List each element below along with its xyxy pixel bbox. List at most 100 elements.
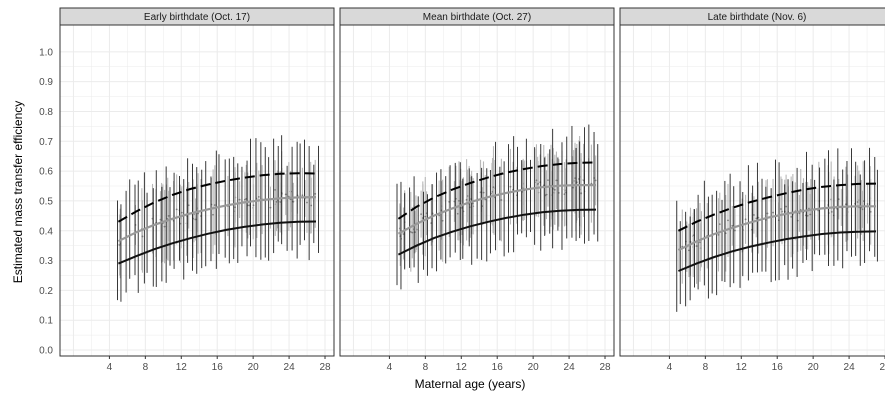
x-tick-label: 8	[143, 362, 149, 373]
estimate-point	[243, 198, 246, 201]
estimate-point	[699, 241, 701, 244]
chart-panels: Early birthdate (Oct. 17)4 8 12 16 20 24 28Mea…	[59, 7, 885, 373]
x-tick-label: 8	[423, 362, 429, 373]
estimate-point	[310, 204, 313, 207]
estimate-point	[269, 206, 272, 209]
x-tick-label: 28	[599, 362, 611, 373]
estimate-point	[194, 218, 197, 221]
estimate-point	[718, 223, 721, 226]
estimate-point	[163, 225, 166, 228]
estimate-point	[717, 233, 720, 236]
y-tick-label: 0.8	[39, 107, 53, 118]
y-tick-label: 0.7	[39, 137, 53, 148]
x-axis-title: Maternal age (years)	[415, 377, 526, 391]
estimate-point	[465, 198, 468, 201]
facet-panel: Mean birthdate (Oct. 27) 4 8 12 16 20 24 28	[339, 7, 615, 373]
estimate-point	[734, 229, 736, 232]
y-tick-label: 0.4	[39, 226, 53, 237]
estimate-point	[809, 213, 812, 216]
estimate-point	[753, 214, 755, 216]
estimate-point	[861, 208, 864, 211]
x-tick-label: 4	[107, 362, 113, 373]
estimate-point	[766, 212, 769, 215]
estimate-point	[509, 185, 512, 188]
x-tick-label: 20	[528, 362, 540, 373]
estimate-point	[731, 224, 734, 227]
y-tick-label: 0.6	[39, 167, 53, 178]
estimate-point	[257, 195, 260, 198]
estimate-point	[755, 217, 758, 220]
estimate-point	[159, 218, 162, 221]
x-tick-label: 24	[284, 362, 296, 373]
y-tick-label: 1.0	[39, 47, 53, 58]
facet-title: Late birthdate (Nov. 6)	[708, 12, 807, 23]
estimate-point	[772, 211, 774, 214]
x-tick-label: 4	[387, 362, 393, 373]
estimate-point	[306, 201, 308, 204]
y-tick-label: 0.5	[39, 196, 53, 207]
solid-curve	[678, 230, 877, 272]
estimate-point	[594, 179, 597, 182]
estimate-point	[118, 244, 121, 246]
estimate-point	[252, 204, 255, 207]
facet-panel: Early birthdate (Oct. 17) 4 8 12 16 20 24 28	[59, 7, 335, 373]
y-axis-title: Estimated mass transfer efficiency	[11, 101, 25, 284]
estimate-point	[785, 205, 788, 208]
estimate-point	[438, 214, 441, 217]
estimate-point	[537, 182, 539, 185]
prediction-intervals	[117, 135, 319, 302]
x-tick-label: 16	[212, 362, 224, 373]
estimate-point	[248, 204, 251, 207]
estimate-point	[456, 212, 459, 215]
estimate-point	[808, 207, 810, 210]
estimate-point	[790, 215, 793, 218]
estimate-point	[545, 193, 548, 196]
estimate-point	[180, 211, 183, 214]
facet-title: Mean birthdate (Oct. 27)	[423, 12, 531, 23]
gray-curve	[677, 205, 876, 252]
estimate-point	[757, 216, 760, 219]
estimate-point	[460, 206, 463, 209]
estimate-point	[292, 200, 295, 203]
dashed-curve	[397, 161, 597, 220]
estimate-point	[279, 201, 282, 203]
y-tick-label: 0.2	[39, 286, 53, 297]
estimate-point	[844, 203, 847, 206]
estimate-point	[234, 206, 236, 209]
estimate-point	[314, 192, 317, 195]
estimate-point	[557, 191, 560, 194]
estimate-point	[175, 208, 178, 211]
estimate-point	[866, 203, 869, 205]
estimate-point	[424, 215, 427, 218]
x-tick-label: 28	[879, 362, 885, 373]
estimate-point	[301, 194, 304, 197]
gray-curve	[397, 184, 596, 235]
estimate-point	[798, 212, 801, 215]
estimate-point	[695, 245, 698, 247]
estimate-point	[187, 204, 190, 207]
estimate-point	[409, 230, 412, 233]
estimate-point	[580, 192, 583, 194]
dashed-curve	[117, 172, 317, 223]
estimate-point	[542, 184, 545, 187]
x-tick-label: 12	[176, 362, 188, 373]
estimate-point	[780, 208, 782, 210]
estimate-point	[441, 219, 444, 222]
x-tick-label: 28	[319, 362, 331, 373]
estimate-point	[563, 193, 566, 196]
estimate-point	[572, 186, 575, 189]
estimate-point	[830, 211, 833, 213]
estimate-point	[414, 231, 416, 234]
estimate-point	[535, 179, 538, 182]
estimate-point	[500, 199, 503, 201]
estimate-point	[555, 179, 558, 182]
estimate-point	[213, 204, 216, 206]
estimate-point	[141, 235, 144, 238]
estimate-point	[806, 214, 809, 217]
estimate-point	[238, 198, 241, 201]
x-tick-label: 20	[248, 362, 260, 373]
estimate-point	[727, 219, 729, 222]
estimate-point	[744, 218, 747, 221]
estimate-point	[420, 213, 422, 216]
